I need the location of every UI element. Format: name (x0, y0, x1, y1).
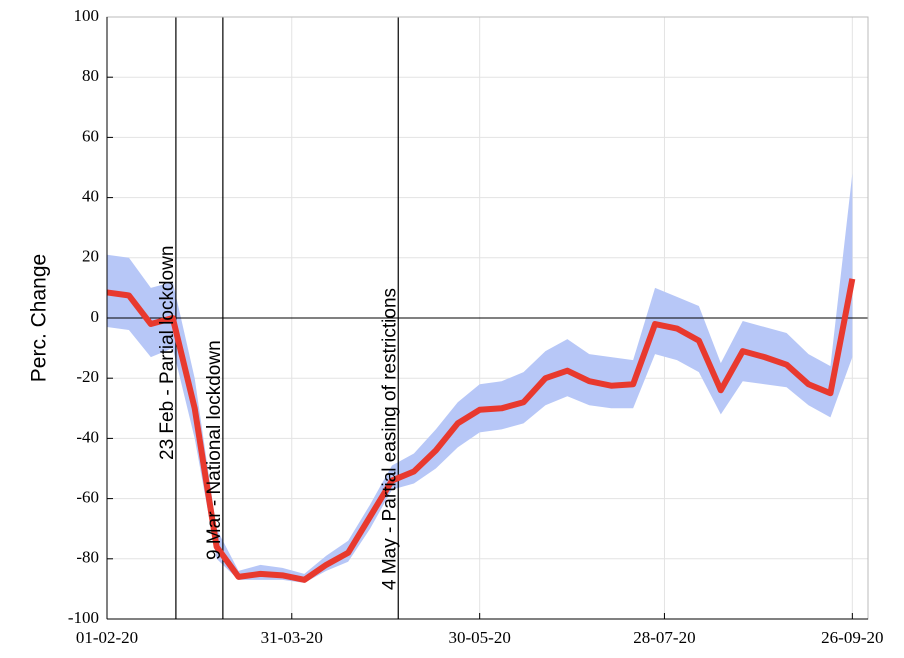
y-tick-label: 60 (82, 126, 99, 145)
y-axis-label: Perc. Change (28, 254, 51, 382)
annotation: 4 May - Partial easing of restrictions (379, 288, 400, 590)
x-tick-label: 30-05-20 (449, 628, 511, 647)
line (106, 278, 856, 583)
annotation: 9 Mar - National lockdown (204, 340, 225, 560)
x-tick-label: 31-03-20 (261, 628, 323, 647)
y-tick-label: 0 (91, 307, 100, 326)
y-tick-label: -40 (76, 427, 99, 446)
y-tick-label: 20 (82, 247, 99, 266)
y-tick-label: -100 (68, 608, 99, 627)
y-tick-label: 100 (74, 6, 100, 25)
confidence-band (107, 173, 853, 583)
y-tick-label: 80 (82, 66, 99, 85)
x-tick-label: 28-07-20 (633, 628, 695, 647)
y-tick-label: 40 (82, 187, 99, 206)
y-tick-label: -80 (76, 548, 99, 567)
y-tick-label: -20 (76, 367, 99, 386)
x-tick-label: 01-02-20 (76, 628, 138, 647)
y-tick-label: -60 (76, 488, 99, 507)
annotation: 23 Feb - Partial lockdown (157, 246, 178, 460)
x-tick-label: 26-09-20 (821, 628, 883, 647)
